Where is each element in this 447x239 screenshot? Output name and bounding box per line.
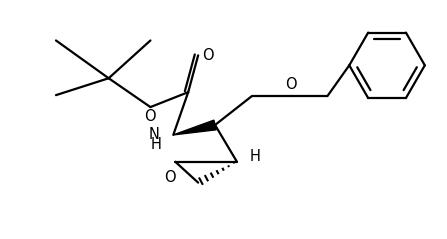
Text: O: O — [164, 170, 176, 185]
Text: O: O — [285, 77, 296, 92]
Text: N: N — [148, 127, 160, 142]
Text: O: O — [145, 109, 156, 124]
Polygon shape — [173, 120, 216, 135]
Text: O: O — [202, 48, 214, 63]
Text: H: H — [249, 149, 260, 164]
Text: H: H — [151, 137, 161, 152]
